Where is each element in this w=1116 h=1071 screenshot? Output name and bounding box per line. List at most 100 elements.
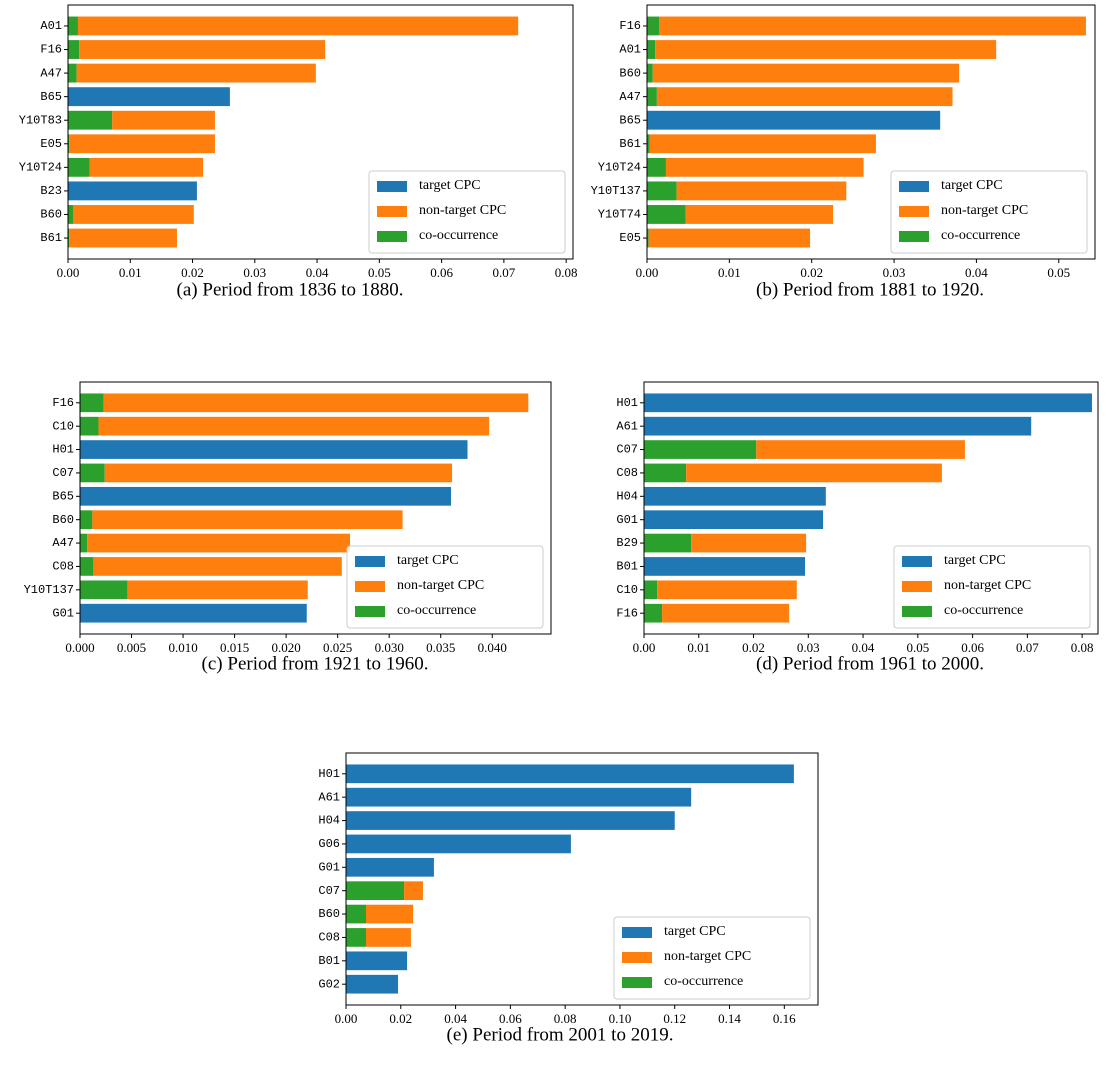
y-tick-label: B65 xyxy=(619,113,641,127)
bar xyxy=(404,881,423,901)
bar xyxy=(77,16,519,36)
y-tick-label: A47 xyxy=(40,66,62,80)
bar xyxy=(647,63,653,83)
y-tick-label: G01 xyxy=(616,513,638,527)
x-tick-label: 0.05 xyxy=(1047,265,1070,280)
bar xyxy=(69,134,215,154)
legend-label: non-target CPC xyxy=(664,949,751,964)
y-tick-label: C10 xyxy=(616,583,638,597)
bar xyxy=(68,87,230,107)
bar xyxy=(76,63,316,83)
x-tick-label: 0.05 xyxy=(368,265,391,280)
bar xyxy=(346,764,794,784)
y-tick-label: E05 xyxy=(619,231,641,245)
bar xyxy=(644,557,806,576)
bar xyxy=(68,205,73,224)
y-tick-label: H01 xyxy=(616,396,638,410)
bar xyxy=(98,416,490,436)
bar xyxy=(647,134,650,154)
bar xyxy=(346,928,366,947)
bar xyxy=(68,228,70,248)
legend-swatch xyxy=(377,231,407,242)
x-tick-label: 0.025 xyxy=(323,640,352,655)
bar xyxy=(80,486,452,506)
x-tick-label: 0.06 xyxy=(430,265,453,280)
legend-box xyxy=(613,916,811,1000)
legend-swatch xyxy=(902,581,932,592)
x-tick-label: 0.04 xyxy=(852,640,875,655)
y-tick-label: B60 xyxy=(619,66,641,80)
bar xyxy=(659,16,1086,36)
legend-swatch xyxy=(622,977,652,988)
y-tick-label: C08 xyxy=(616,466,638,480)
bar xyxy=(644,440,757,459)
caption: (d) Period from 1961 to 2000. xyxy=(756,653,984,674)
y-tick-label: C08 xyxy=(52,560,74,574)
x-tick-label: 0.08 xyxy=(555,265,578,280)
bar xyxy=(647,87,657,107)
x-tick-label: 0.010 xyxy=(168,640,197,655)
x-tick-label: 0.00 xyxy=(633,640,656,655)
legend-swatch xyxy=(902,606,932,617)
x-tick-label: 0.01 xyxy=(718,265,741,280)
x-tick-label: 0.040 xyxy=(478,640,507,655)
bar xyxy=(103,393,529,413)
x-tick-label: 0.14 xyxy=(718,1011,741,1026)
y-tick-label: A47 xyxy=(619,90,641,104)
legend-box xyxy=(368,170,566,254)
y-tick-label: B29 xyxy=(616,536,638,550)
legend-swatch xyxy=(377,181,407,192)
x-tick-label: 0.07 xyxy=(1016,640,1039,655)
x-tick-label: 0.04 xyxy=(444,1011,467,1026)
bar xyxy=(657,580,797,600)
bar xyxy=(127,580,308,600)
legend-box xyxy=(893,545,1091,629)
y-tick-label: F16 xyxy=(40,43,62,57)
bar xyxy=(647,157,666,177)
bar xyxy=(691,533,807,553)
bar xyxy=(346,857,434,877)
y-tick-label: A47 xyxy=(52,536,74,550)
legend-label: co-occurrence xyxy=(941,228,1020,243)
x-tick-label: 0.16 xyxy=(773,1011,796,1026)
bar xyxy=(647,228,649,248)
bar xyxy=(647,205,686,224)
legend-label: target CPC xyxy=(419,178,481,193)
legend-label: target CPC xyxy=(397,553,459,568)
bar xyxy=(652,63,960,83)
x-tick-label: 0.10 xyxy=(609,1011,632,1026)
x-tick-label: 0.03 xyxy=(883,265,906,280)
x-tick-label: 0.08 xyxy=(1071,640,1094,655)
bar xyxy=(665,157,864,177)
plot-frame xyxy=(646,4,1096,260)
x-tick-label: 0.08 xyxy=(554,1011,577,1026)
bar xyxy=(68,134,70,154)
x-tick-label: 0.03 xyxy=(797,640,820,655)
x-tick-label: 0.030 xyxy=(375,640,404,655)
y-tick-label: F16 xyxy=(616,606,638,620)
y-tick-label: H01 xyxy=(52,443,74,457)
bar xyxy=(80,603,307,623)
y-tick-label: H01 xyxy=(318,767,340,781)
bar xyxy=(365,928,411,947)
y-tick-label: C07 xyxy=(616,443,638,457)
x-tick-label: 0.020 xyxy=(272,640,301,655)
y-tick-label: Y10T137 xyxy=(591,184,641,198)
bar xyxy=(80,510,93,530)
legend-box xyxy=(890,170,1088,254)
legend-swatch xyxy=(355,606,385,617)
x-tick-label: 0.05 xyxy=(906,640,929,655)
y-tick-label: H04 xyxy=(318,814,340,828)
y-tick-label: B01 xyxy=(616,560,638,574)
bar xyxy=(346,811,675,830)
x-tick-label: 0.00 xyxy=(57,265,80,280)
y-tick-label: A01 xyxy=(40,19,62,33)
legend-label: co-occurrence xyxy=(397,603,476,618)
legend-label: co-occurrence xyxy=(664,974,743,989)
bar xyxy=(644,393,1092,413)
x-tick-label: 0.035 xyxy=(426,640,455,655)
y-tick-label: F16 xyxy=(52,396,74,410)
x-tick-label: 0.00 xyxy=(636,265,659,280)
bar xyxy=(68,63,77,83)
